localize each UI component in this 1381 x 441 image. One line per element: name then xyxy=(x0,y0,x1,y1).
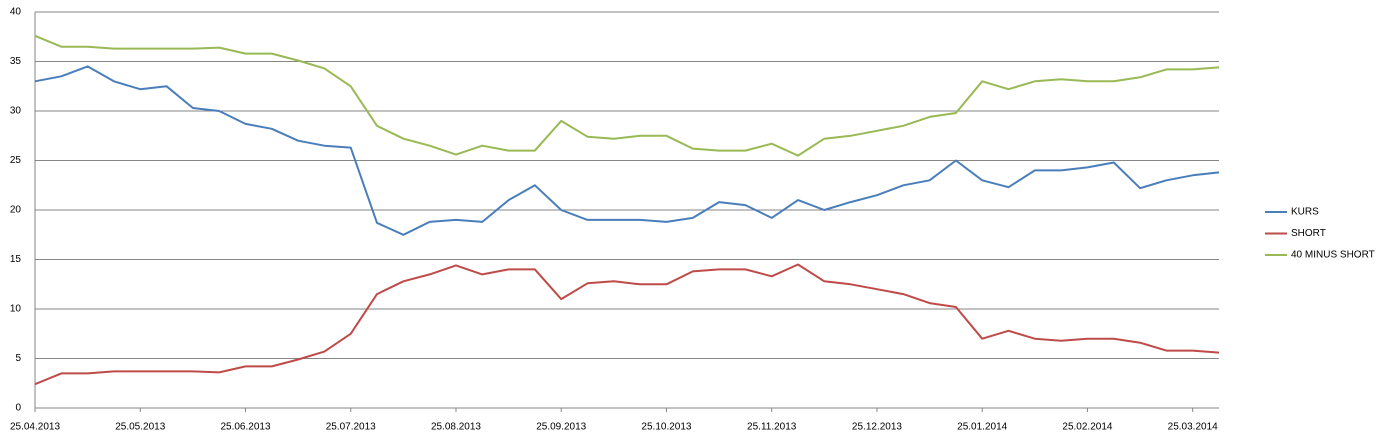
y-tick-label: 25 xyxy=(10,155,22,166)
y-tick-label: 35 xyxy=(10,56,22,67)
y-tick-label: 20 xyxy=(10,205,22,216)
x-tick-label: 25.06.2013 xyxy=(220,422,270,433)
x-tick-label: 25.04.2013 xyxy=(10,422,60,433)
x-tick-label: 25.05.2013 xyxy=(115,422,165,433)
x-tick-label: 25.09.2013 xyxy=(536,422,586,433)
y-tick-label: 5 xyxy=(15,353,21,364)
y-tick-label: 30 xyxy=(10,106,22,117)
line-series xyxy=(34,65,1220,236)
x-tick-label: 25.12.2013 xyxy=(852,422,902,433)
x-tick-label: 25.03.2014 xyxy=(1168,422,1218,433)
x-tick-label: 25.02.2014 xyxy=(1062,422,1112,433)
x-tick-label: 25.07.2013 xyxy=(326,422,376,433)
line-series xyxy=(34,34,1220,157)
x-tick-label: 25.11.2013 xyxy=(747,422,797,433)
y-tick-label: 10 xyxy=(10,304,22,315)
x-tick-label: 25.01.2014 xyxy=(957,422,1007,433)
x-tick-label: 25.08.2013 xyxy=(431,422,481,433)
legend-label: SHORT xyxy=(1291,228,1326,239)
line-series xyxy=(34,263,1220,386)
y-tick-label: 0 xyxy=(15,403,21,414)
y-tick-label: 15 xyxy=(10,254,22,265)
y-tick-label: 40 xyxy=(10,7,22,18)
x-tick-label: 25.10.2013 xyxy=(641,422,691,433)
legend-label: KURS xyxy=(1291,207,1319,218)
legend-label: 40 MINUS SHORT xyxy=(1291,250,1375,261)
